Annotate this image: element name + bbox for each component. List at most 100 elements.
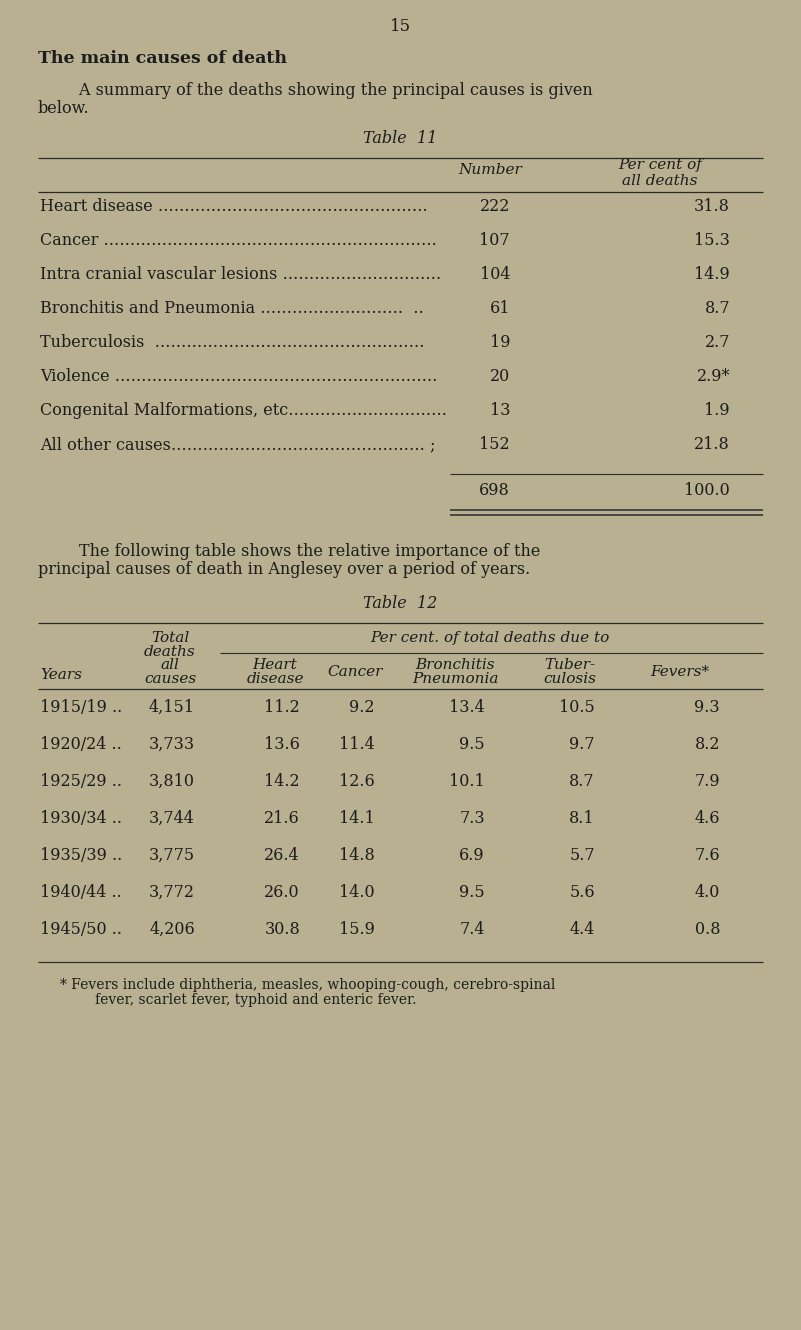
Text: 1945/50 ..: 1945/50 .. bbox=[40, 920, 122, 938]
Text: 698: 698 bbox=[479, 481, 510, 499]
Text: 20: 20 bbox=[489, 368, 510, 384]
Text: 0.8: 0.8 bbox=[694, 920, 720, 938]
Text: 7.3: 7.3 bbox=[460, 810, 485, 827]
Text: 4,151: 4,151 bbox=[149, 700, 195, 716]
Text: disease: disease bbox=[246, 672, 304, 686]
Text: below.: below. bbox=[38, 100, 90, 117]
Text: 31.8: 31.8 bbox=[694, 198, 730, 215]
Text: 8.2: 8.2 bbox=[694, 735, 720, 753]
Text: Pneumonia: Pneumonia bbox=[412, 672, 498, 686]
Text: Table  11: Table 11 bbox=[363, 130, 437, 148]
Text: 21.6: 21.6 bbox=[264, 810, 300, 827]
Text: Cancer ………………………………………………………: Cancer ……………………………………………………… bbox=[40, 231, 437, 249]
Text: deaths: deaths bbox=[144, 645, 196, 658]
Text: Number: Number bbox=[458, 164, 522, 177]
Text: 13.4: 13.4 bbox=[449, 700, 485, 716]
Text: 2.9*: 2.9* bbox=[697, 368, 730, 384]
Text: A summary of the deaths showing the principal causes is given: A summary of the deaths showing the prin… bbox=[38, 82, 593, 98]
Text: 8.1: 8.1 bbox=[570, 810, 595, 827]
Text: Intra cranial vascular lesions …………………………: Intra cranial vascular lesions ………………………… bbox=[40, 266, 441, 283]
Text: Congenital Malformations, etc…………………………: Congenital Malformations, etc………………………… bbox=[40, 402, 447, 419]
Text: causes: causes bbox=[144, 672, 196, 686]
Text: all deaths: all deaths bbox=[622, 174, 698, 188]
Text: 4.6: 4.6 bbox=[694, 810, 720, 827]
Text: 9.2: 9.2 bbox=[349, 700, 375, 716]
Text: 14.9: 14.9 bbox=[694, 266, 730, 283]
Text: 15.9: 15.9 bbox=[339, 920, 375, 938]
Text: Table  12: Table 12 bbox=[363, 595, 437, 612]
Text: 3,733: 3,733 bbox=[149, 735, 195, 753]
Text: 9.3: 9.3 bbox=[694, 700, 720, 716]
Text: 9.5: 9.5 bbox=[460, 735, 485, 753]
Text: 1.9: 1.9 bbox=[704, 402, 730, 419]
Text: Tuber-: Tuber- bbox=[545, 658, 596, 672]
Text: 14.0: 14.0 bbox=[340, 884, 375, 900]
Text: Per cent. of total deaths due to: Per cent. of total deaths due to bbox=[370, 630, 610, 645]
Text: 10.1: 10.1 bbox=[449, 773, 485, 790]
Text: 4.0: 4.0 bbox=[694, 884, 720, 900]
Text: 21.8: 21.8 bbox=[694, 436, 730, 454]
Text: 8.7: 8.7 bbox=[570, 773, 595, 790]
Text: Fevers*: Fevers* bbox=[650, 665, 710, 680]
Text: * Fevers include diphtheria, measles, whooping-cough, cerebro-spinal: * Fevers include diphtheria, measles, wh… bbox=[60, 978, 555, 992]
Text: 7.4: 7.4 bbox=[460, 920, 485, 938]
Text: 14.1: 14.1 bbox=[340, 810, 375, 827]
Text: 26.0: 26.0 bbox=[264, 884, 300, 900]
Text: 1935/39 ..: 1935/39 .. bbox=[40, 847, 123, 864]
Text: 1920/24 ..: 1920/24 .. bbox=[40, 735, 122, 753]
Text: 11.4: 11.4 bbox=[340, 735, 375, 753]
Text: 3,810: 3,810 bbox=[149, 773, 195, 790]
Text: 13.6: 13.6 bbox=[264, 735, 300, 753]
Text: 14.2: 14.2 bbox=[264, 773, 300, 790]
Text: 1915/19 ..: 1915/19 .. bbox=[40, 700, 123, 716]
Text: Years: Years bbox=[40, 668, 82, 682]
Text: 14.8: 14.8 bbox=[340, 847, 375, 864]
Text: 61: 61 bbox=[489, 301, 510, 317]
Text: 3,744: 3,744 bbox=[149, 810, 195, 827]
Text: 4,206: 4,206 bbox=[149, 920, 195, 938]
Text: 104: 104 bbox=[480, 266, 510, 283]
Text: Heart disease ……………………………………………: Heart disease …………………………………………… bbox=[40, 198, 428, 215]
Text: All other causes………………………………………… ;: All other causes………………………………………… ; bbox=[40, 436, 436, 454]
Text: 30.8: 30.8 bbox=[264, 920, 300, 938]
Text: 12.6: 12.6 bbox=[340, 773, 375, 790]
Text: 1925/29 ..: 1925/29 .. bbox=[40, 773, 122, 790]
Text: principal causes of death in Anglesey over a period of years.: principal causes of death in Anglesey ov… bbox=[38, 561, 530, 579]
Text: 100.0: 100.0 bbox=[684, 481, 730, 499]
Text: 6.9: 6.9 bbox=[460, 847, 485, 864]
Text: fever, scarlet fever, typhoid and enteric fever.: fever, scarlet fever, typhoid and enteri… bbox=[60, 994, 417, 1007]
Text: 3,775: 3,775 bbox=[149, 847, 195, 864]
Text: Total: Total bbox=[151, 630, 189, 645]
Text: 19: 19 bbox=[489, 334, 510, 351]
Text: 4.4: 4.4 bbox=[570, 920, 595, 938]
Text: 5.6: 5.6 bbox=[570, 884, 595, 900]
Text: Bronchitis and Pneumonia ………………………  ..: Bronchitis and Pneumonia ……………………… .. bbox=[40, 301, 424, 317]
Text: 26.4: 26.4 bbox=[264, 847, 300, 864]
Text: 152: 152 bbox=[479, 436, 510, 454]
Text: Tuberculosis  ……………………………………………: Tuberculosis …………………………………………… bbox=[40, 334, 425, 351]
Text: 11.2: 11.2 bbox=[264, 700, 300, 716]
Text: 222: 222 bbox=[480, 198, 510, 215]
Text: 15.3: 15.3 bbox=[694, 231, 730, 249]
Text: 13: 13 bbox=[489, 402, 510, 419]
Text: culosis: culosis bbox=[544, 672, 597, 686]
Text: 10.5: 10.5 bbox=[559, 700, 595, 716]
Text: 1940/44 ..: 1940/44 .. bbox=[40, 884, 122, 900]
Text: 9.5: 9.5 bbox=[460, 884, 485, 900]
Text: Cancer: Cancer bbox=[328, 665, 383, 680]
Text: Violence …………………………………………………….: Violence ……………………………………………………. bbox=[40, 368, 437, 384]
Text: Bronchitis: Bronchitis bbox=[415, 658, 495, 672]
Text: The following table shows the relative importance of the: The following table shows the relative i… bbox=[38, 543, 541, 560]
Text: 15: 15 bbox=[389, 19, 411, 35]
Text: 8.7: 8.7 bbox=[704, 301, 730, 317]
Text: 2.7: 2.7 bbox=[705, 334, 730, 351]
Text: 3,772: 3,772 bbox=[149, 884, 195, 900]
Text: 1930/34 ..: 1930/34 .. bbox=[40, 810, 122, 827]
Text: Heart: Heart bbox=[252, 658, 297, 672]
Text: 7.6: 7.6 bbox=[694, 847, 720, 864]
Text: 5.7: 5.7 bbox=[570, 847, 595, 864]
Text: Per cent of: Per cent of bbox=[618, 158, 702, 172]
Text: 107: 107 bbox=[479, 231, 510, 249]
Text: all: all bbox=[160, 658, 179, 672]
Text: The main causes of death: The main causes of death bbox=[38, 51, 287, 66]
